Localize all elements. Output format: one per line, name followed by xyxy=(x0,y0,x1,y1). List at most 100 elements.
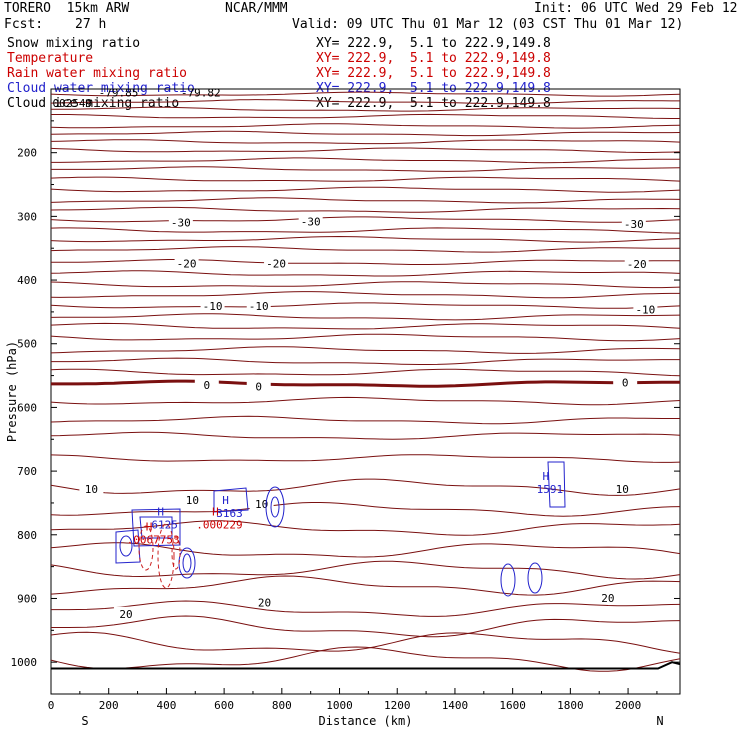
x-tick-label: 600 xyxy=(214,699,234,712)
isotherm-line xyxy=(50,176,681,182)
isotherm-label-bg xyxy=(168,215,193,228)
isotherm-line xyxy=(50,270,681,277)
header-center: NCAR/MMM xyxy=(225,1,288,16)
high-value: 1591 xyxy=(537,483,564,496)
isotherm-label: 10 xyxy=(186,494,199,507)
isotherm-line xyxy=(50,206,681,213)
isotherm-label-bg xyxy=(194,378,219,391)
isotherm-label: 20 xyxy=(258,596,271,609)
x-tick-label: 200 xyxy=(99,699,119,712)
isotherm--20 xyxy=(51,259,680,265)
y-tick-label: 800 xyxy=(17,529,37,542)
isotherm-label: 0 xyxy=(203,379,210,392)
cloud-water-contour xyxy=(178,547,196,579)
isotherm-label: 0 xyxy=(255,380,262,393)
isotherm-line xyxy=(50,281,681,289)
y-tick-label: 400 xyxy=(17,274,37,287)
isotherm-label: 0 xyxy=(622,377,629,390)
field-xy-snow: XY= 222.9, 5.1 to 222.9,149.8 xyxy=(316,36,551,51)
isotherm-label: 20 xyxy=(119,608,132,621)
field-name-snow: Snow mixing ratio xyxy=(7,36,141,51)
x-tick-label: 1800 xyxy=(557,699,584,712)
isotherm-line xyxy=(50,454,681,463)
isotherm-20 xyxy=(51,600,681,617)
isotherm-line xyxy=(50,396,681,406)
isotherm-label-bg xyxy=(610,481,635,494)
isotherm-line xyxy=(50,99,680,105)
field-xy-cloud-ice: XY= 222.9, 5.1 to 222.9,149.8 xyxy=(316,96,551,111)
isotherm-line xyxy=(50,415,680,425)
top-label: -79.85 xyxy=(99,87,139,100)
isotherm-label-bg xyxy=(624,257,649,270)
isotherm-line xyxy=(50,313,681,321)
cloud-water-contour xyxy=(547,461,566,508)
cloud-water-contour xyxy=(527,562,543,594)
high-value: .0067753 xyxy=(127,533,180,546)
y-tick-label: 900 xyxy=(17,592,37,605)
field-xy-rain: XY= 222.9, 5.1 to 222.9,149.8 xyxy=(316,66,551,81)
cloud-water-contour xyxy=(131,508,181,547)
y-axis-label: Pressure (hPa) xyxy=(5,341,19,442)
x-tick-label: 1200 xyxy=(384,699,411,712)
isotherm-line xyxy=(50,322,681,330)
isotherm-line xyxy=(51,113,680,119)
y-tick-label: 700 xyxy=(17,465,37,478)
isotherm-line xyxy=(50,139,681,145)
top-label: 002549 xyxy=(52,97,92,110)
high-marker: H xyxy=(157,506,164,519)
cloud-water-contour xyxy=(115,529,141,564)
isotherm-0 xyxy=(51,379,680,388)
isotherm-label-bg xyxy=(621,217,646,230)
isotherm-label: -10 xyxy=(203,300,223,313)
isotherm-line xyxy=(50,520,681,536)
isotherm-label-bg xyxy=(252,595,277,608)
header-fcst-label: Fcst: xyxy=(4,17,44,32)
high-value: 6125 xyxy=(151,519,178,532)
cloud-water-contour xyxy=(119,535,133,557)
isotherm-label-bg xyxy=(174,256,199,269)
isotherm-label: -10 xyxy=(635,303,655,316)
field-xy-temperature: XY= 222.9, 5.1 to 222.9,149.8 xyxy=(316,51,551,66)
isotherm-line xyxy=(51,106,681,112)
x-tick-label: 0 xyxy=(48,699,55,712)
isotherm-line xyxy=(50,431,681,440)
isotherm-line xyxy=(50,560,681,580)
isotherm-label: 10 xyxy=(616,483,629,496)
x-tick-label: 1000 xyxy=(326,699,353,712)
header-valid: Valid: 09 UTC Thu 01 Mar 12 (03 CST Thu … xyxy=(292,17,684,32)
isotherm-label-bg xyxy=(79,481,104,494)
x-tick-label: 1600 xyxy=(499,699,526,712)
isotherm-label: 10 xyxy=(255,498,268,511)
isotherm-label: -30 xyxy=(301,215,321,228)
isotherm-label: 20 xyxy=(601,592,614,605)
high-marker: H xyxy=(212,506,219,519)
isotherm-label: -30 xyxy=(624,218,644,231)
ground-line xyxy=(51,661,681,670)
isotherm-line xyxy=(50,147,681,153)
x-axis-label: Distance (km) xyxy=(319,714,413,728)
field-name-temperature: Temperature xyxy=(7,51,94,66)
isotherm-line xyxy=(50,368,681,377)
isotherm-label-bg xyxy=(264,256,289,269)
isotherm-label: 10 xyxy=(85,483,98,496)
isotherm-line xyxy=(50,502,681,517)
x-end-label-north: N xyxy=(656,714,663,728)
cloud-water-contour xyxy=(265,486,285,528)
isotherm-label-bg xyxy=(180,492,205,505)
high-value: 3163 xyxy=(216,507,243,520)
isotherm-label-bg xyxy=(595,590,620,603)
isotherm-10 xyxy=(50,478,681,496)
header-model: TORERO 15km ARW xyxy=(4,1,130,16)
y-tick-label: 1000 xyxy=(11,656,38,669)
rain-water-contour xyxy=(157,523,175,589)
isotherm-line xyxy=(51,357,680,365)
isotherm-line xyxy=(51,615,681,638)
isotherm-label-bg xyxy=(633,302,658,315)
x-tick-label: 1400 xyxy=(442,699,469,712)
isotherm-label: -20 xyxy=(627,258,647,271)
isotherm-line xyxy=(50,197,681,204)
x-end-label-south: S xyxy=(81,714,88,728)
isotherm-line xyxy=(50,186,681,193)
cloud-water-contour xyxy=(182,553,192,573)
